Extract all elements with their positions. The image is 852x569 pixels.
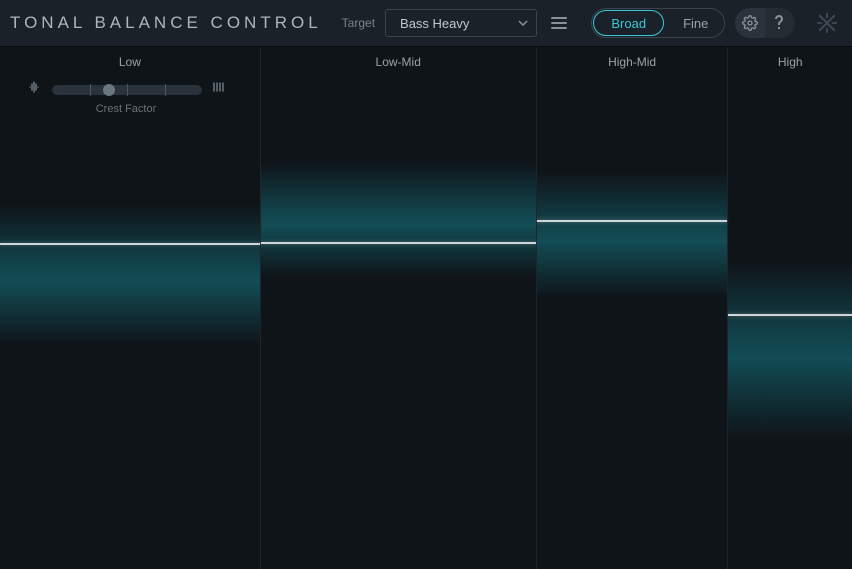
- target-dropdown-value: Bass Heavy: [400, 16, 469, 31]
- target-dropdown[interactable]: Bass Heavy: [385, 9, 537, 37]
- header-bar: TONAL BALANCE CONTROL Target Bass Heavy …: [0, 0, 852, 47]
- band-high-mid[interactable]: High-Mid: [537, 47, 729, 569]
- target-zone: [261, 162, 536, 277]
- menu-icon[interactable]: [547, 13, 571, 33]
- target-zone: [0, 204, 260, 345]
- band-label: Low-Mid: [261, 55, 536, 69]
- help-icon[interactable]: [765, 8, 795, 38]
- target-label: Target: [342, 16, 375, 30]
- band-high[interactable]: High: [728, 47, 852, 569]
- band-label: High-Mid: [537, 55, 728, 69]
- view-mode-toggle: Broad Fine: [591, 8, 724, 38]
- app-title: TONAL BALANCE CONTROL: [10, 13, 322, 33]
- band-low-mid[interactable]: Low-Mid: [261, 47, 537, 569]
- target-zone: [728, 261, 852, 438]
- band-low[interactable]: Low: [0, 47, 261, 569]
- header-icon-group: [735, 8, 795, 38]
- band-label: Low: [0, 55, 260, 69]
- gear-icon[interactable]: [735, 8, 765, 38]
- spectrum-graph: Crest Factor LowLow-MidHigh-MidHigh: [0, 47, 852, 569]
- broad-button[interactable]: Broad: [593, 10, 664, 36]
- target-zone: [537, 172, 728, 297]
- chevron-down-icon: [518, 18, 528, 28]
- band-label: High: [728, 55, 852, 69]
- izotope-logo-icon[interactable]: [813, 8, 842, 38]
- fine-button[interactable]: Fine: [665, 9, 725, 37]
